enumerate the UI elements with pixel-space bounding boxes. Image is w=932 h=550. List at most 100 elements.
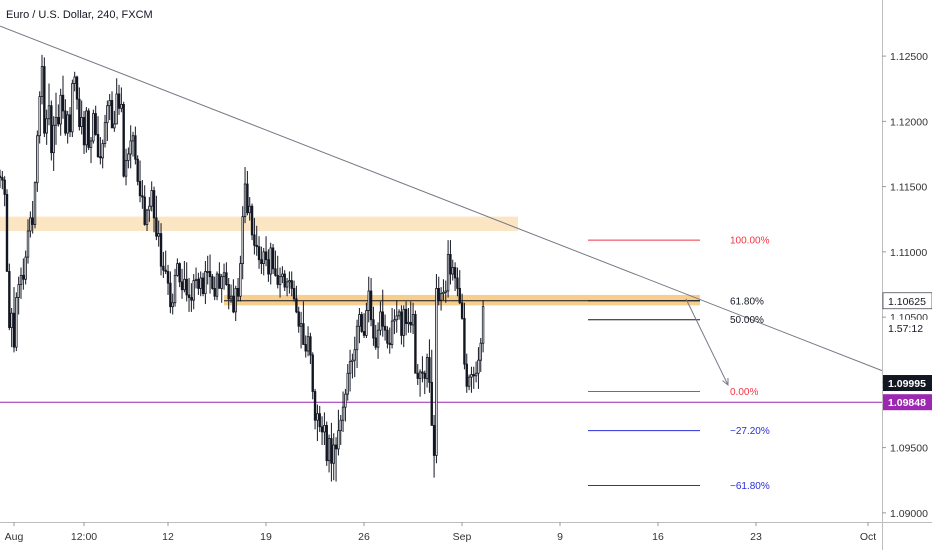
- candle: [136, 155, 139, 186]
- candle: [127, 147, 130, 169]
- candle: [458, 270, 461, 305]
- candle-body: [304, 344, 307, 352]
- candle-body: [418, 371, 422, 379]
- candle: [138, 160, 142, 203]
- candle: [444, 280, 447, 303]
- candle: [278, 267, 282, 298]
- drawing-lines: [0, 25, 883, 403]
- candle-body: [334, 444, 338, 450]
- candle: [122, 101, 125, 178]
- candle-body: [40, 66, 44, 97]
- candle: [253, 217, 256, 255]
- candle: [17, 276, 20, 315]
- candle-body: [253, 234, 256, 246]
- candle: [477, 347, 480, 389]
- candle-body: [451, 267, 454, 275]
- candle: [390, 307, 394, 349]
- candle-body: [183, 278, 186, 291]
- candle-body: [124, 160, 128, 177]
- candle-body: [386, 329, 389, 344]
- candle: [8, 263, 11, 331]
- candle-body: [278, 276, 282, 285]
- candle-body: [250, 205, 254, 236]
- candle-body: [85, 110, 88, 146]
- candle: [264, 236, 268, 267]
- candle: [24, 250, 27, 285]
- candle: [302, 301, 305, 345]
- candle-body: [159, 233, 163, 267]
- candle-body: [12, 312, 16, 348]
- price-tag-label: 1.10625: [888, 296, 926, 308]
- candle-body: [148, 205, 151, 211]
- arrow-head: [722, 377, 729, 387]
- price-tag-label: 1.09995: [888, 378, 926, 390]
- candle: [292, 280, 296, 302]
- candle: [148, 197, 151, 222]
- candle-body: [290, 280, 293, 289]
- price-axis[interactable]: 1.125001.120001.115001.110001.105001.100…: [882, 0, 932, 550]
- candle-body: [393, 319, 396, 322]
- candle: [418, 369, 422, 397]
- candle: [395, 300, 398, 333]
- candle-body: [416, 372, 419, 379]
- candle-body: [297, 311, 300, 327]
- candle: [150, 181, 153, 212]
- candle-body: [120, 104, 123, 109]
- candle-body: [241, 216, 244, 265]
- price-tick-label: 1.09500: [890, 443, 928, 455]
- candle: [211, 274, 214, 290]
- candle-body: [218, 273, 221, 289]
- candle: [360, 311, 363, 333]
- trendline: [0, 25, 883, 372]
- candle: [367, 276, 370, 323]
- candle: [85, 107, 88, 153]
- candle: [115, 78, 118, 125]
- candle-body: [465, 363, 468, 387]
- candle: [220, 274, 223, 303]
- candle-body: [234, 288, 237, 313]
- time-axis-bg: [0, 522, 882, 550]
- candle-body: [157, 233, 160, 237]
- candle-body: [281, 273, 284, 278]
- candle: [176, 258, 179, 277]
- candle: [402, 305, 405, 348]
- candle-body: [288, 280, 291, 283]
- candle: [465, 353, 468, 393]
- candle-body: [50, 105, 53, 154]
- candle: [87, 108, 90, 151]
- candle-body: [472, 374, 475, 377]
- candle-body: [92, 113, 95, 142]
- candle: [435, 274, 438, 464]
- candle: [304, 335, 307, 358]
- candle-body: [323, 425, 326, 433]
- candle-body: [351, 359, 354, 362]
- candle-body: [302, 323, 305, 345]
- candle-body: [33, 182, 37, 225]
- candle: [309, 332, 312, 365]
- candle-body: [57, 117, 60, 125]
- candle: [250, 203, 254, 241]
- candle: [162, 251, 165, 278]
- candle: [365, 302, 368, 338]
- candle-body: [264, 251, 268, 261]
- candle-body: [232, 295, 235, 313]
- fib-level-label: −61.80%: [730, 481, 770, 492]
- time-axis[interactable]: Aug 12:00 12 19 26 Sep 9 16 23 Oct: [0, 522, 932, 550]
- candle: [1, 170, 4, 190]
- candle-body: [227, 284, 230, 300]
- candle-body: [257, 246, 261, 261]
- price-tick-label: 1.12500: [890, 51, 928, 63]
- candle-body: [460, 302, 464, 319]
- fibonacci-levels: 100.00% 61.80% 50.00% 0.00% −27.20% −61.80%: [588, 236, 770, 492]
- candle-body: [446, 254, 450, 292]
- candle-body: [8, 271, 11, 328]
- candle: [339, 414, 342, 446]
- candle: [372, 306, 375, 346]
- candle: [463, 302, 466, 370]
- time-tick-label: 16: [652, 531, 664, 543]
- candle-body: [180, 281, 184, 291]
- candle-body: [411, 314, 415, 326]
- candle-body: [19, 274, 23, 285]
- candle-body: [243, 183, 247, 218]
